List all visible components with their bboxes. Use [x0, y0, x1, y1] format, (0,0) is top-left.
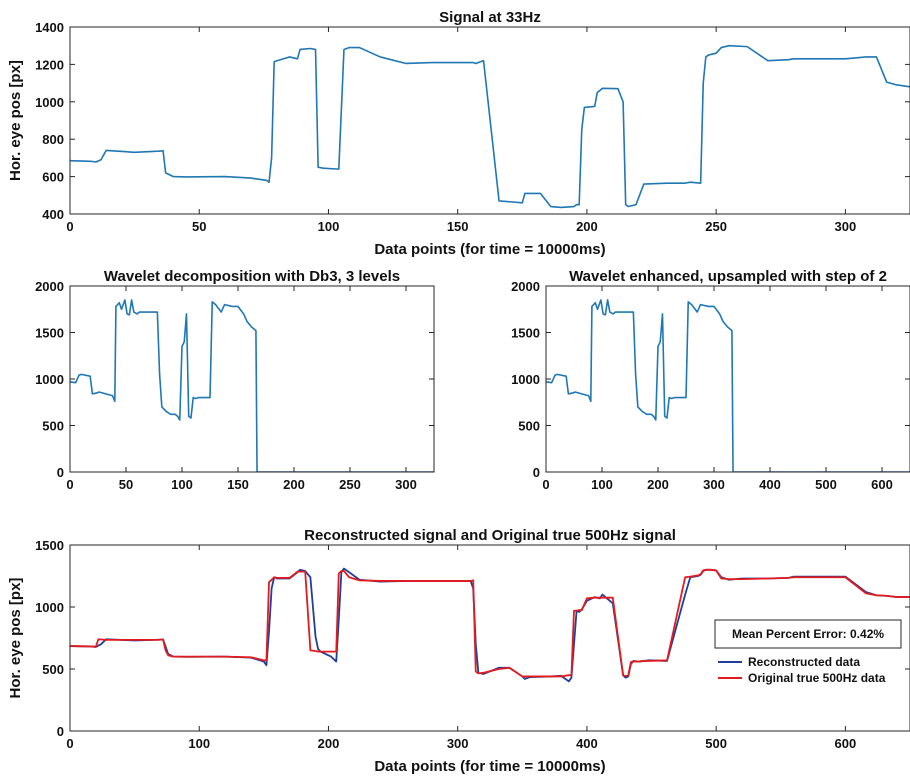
y-tick-label: 1500 [511, 326, 540, 341]
y-tick-label: 1500 [35, 326, 64, 341]
x-tick-label: 50 [192, 219, 206, 234]
chart-title: Wavelet decomposition with Db3, 3 levels [104, 268, 400, 285]
legend-entry-1: Reconstructed data [748, 655, 860, 669]
y-tick-label: 1500 [35, 538, 64, 553]
y-axis-label: Hor. eye pos [px] [7, 60, 24, 181]
x-tick-label: 600 [835, 736, 857, 751]
x-tick-label: 500 [705, 736, 727, 751]
x-tick-label: 300 [703, 477, 725, 492]
x-tick-label: 400 [576, 736, 598, 751]
x-tick-label: 500 [815, 477, 837, 492]
y-tick-label: 1200 [35, 57, 64, 72]
y-tick-label: 400 [42, 207, 64, 222]
y-tick-label: 1000 [35, 372, 64, 387]
x-axis-label: Data points (for time = 10000ms) [374, 241, 605, 258]
chart-1: 0 50 100 150 200 250 300 400 600 800 1000 1200 1400 S… [7, 9, 910, 258]
legend-box [712, 653, 902, 693]
y-tick-label: 1000 [35, 95, 64, 110]
x-tick-label: 0 [66, 477, 73, 492]
error-annotation-text: Mean Percent Error: 0.42% [732, 627, 884, 641]
x-tick-label: 50 [119, 477, 133, 492]
series-line-1 [70, 299, 434, 472]
axes-box [545, 285, 910, 473]
x-tick-label: 0 [66, 219, 73, 234]
x-tick-label: 300 [835, 219, 857, 234]
y-tick-label: 0 [533, 465, 540, 480]
y-tick-label: 500 [42, 419, 64, 434]
chart-4: 0 100 200 300 400 500 600 0 500 1000 1500 Reconstru… [7, 527, 910, 775]
x-tick-label: 150 [227, 477, 249, 492]
x-tick-label: 250 [705, 219, 727, 234]
axes-box [69, 285, 435, 473]
legend-entry-2: Original true 500Hz data [748, 671, 886, 685]
x-tick-label: 100 [318, 219, 340, 234]
x-tick-label: 100 [591, 477, 613, 492]
y-tick-label: 2000 [511, 279, 540, 294]
y-tick-label: 600 [42, 170, 64, 185]
x-tick-label: 150 [447, 219, 469, 234]
series-line-1 [70, 44, 910, 209]
y-tick-label: 1000 [35, 600, 64, 615]
chart-2: 0 50 100 150 200 250 300 0 500 1000 1500 2000 Wavele… [35, 268, 435, 492]
series-line-1 [546, 299, 910, 472]
x-tick-label: 200 [576, 219, 598, 234]
x-tick-label: 100 [171, 477, 193, 492]
y-tick-label: 2000 [35, 279, 64, 294]
chart-title: Wavelet enhanced, upsampled with step of… [569, 268, 887, 285]
x-tick-label: 200 [283, 477, 305, 492]
x-axis-label: Data points (for time = 10000ms) [374, 758, 605, 775]
y-tick-label: 800 [42, 132, 64, 147]
y-tick-label: 500 [42, 662, 64, 677]
x-tick-label: 600 [871, 477, 893, 492]
x-tick-label: 300 [395, 477, 417, 492]
axes-box [69, 26, 910, 215]
chart-title: Signal at 33Hz [439, 9, 541, 26]
y-tick-label: 500 [518, 419, 540, 434]
y-tick-label: 1400 [35, 20, 64, 35]
x-tick-label: 300 [447, 736, 469, 751]
series-line-2 [70, 568, 910, 678]
x-tick-label: 100 [188, 736, 210, 751]
x-tick-label: 200 [318, 736, 340, 751]
y-tick-label: 0 [57, 465, 64, 480]
x-tick-label: 0 [66, 736, 73, 751]
x-tick-label: 250 [339, 477, 361, 492]
x-tick-label: 0 [542, 477, 549, 492]
y-axis-label: Hor. eye pos [px] [7, 578, 24, 699]
x-tick-label: 400 [759, 477, 781, 492]
axes-box [69, 544, 910, 732]
chart-3: 0 100 200 300 400 500 600 0 500 1000 1500 2000 Wavel… [511, 268, 910, 492]
y-tick-label: 1000 [511, 372, 540, 387]
error-annotation-box [714, 619, 902, 649]
chart-title: Reconstructed signal and Original true 5… [304, 527, 676, 544]
x-tick-label: 200 [647, 477, 669, 492]
y-tick-label: 0 [57, 724, 64, 739]
